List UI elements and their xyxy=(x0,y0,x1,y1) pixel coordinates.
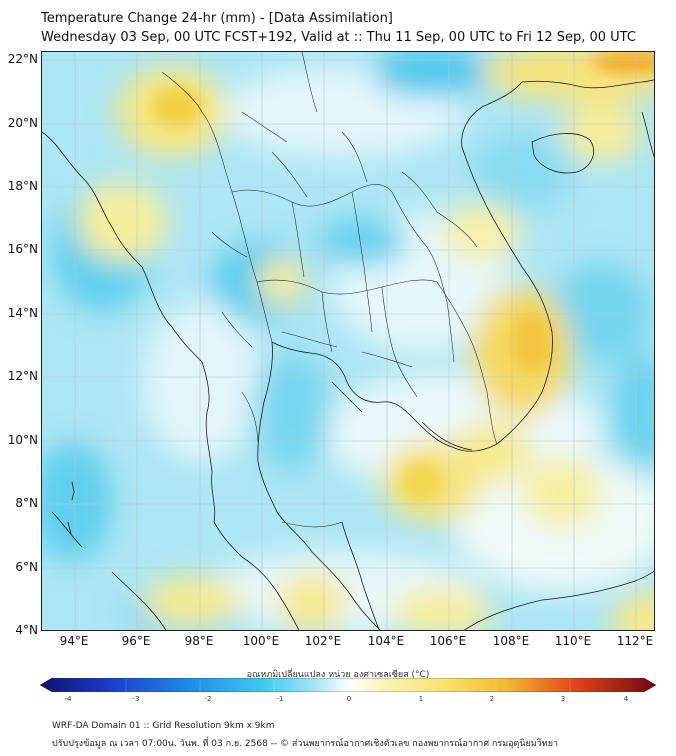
colorbar-tick: 1 xyxy=(418,695,424,703)
colorbar-tick: 2 xyxy=(489,695,495,703)
lat-label: 12°N xyxy=(7,369,38,383)
lat-label: 16°N xyxy=(7,242,38,256)
lat-label: 22°N xyxy=(7,52,38,66)
lon-label: 106°E xyxy=(429,634,467,648)
lon-label: 108°E xyxy=(492,634,530,648)
lon-label: 100°E xyxy=(242,634,280,648)
lon-label: 110°E xyxy=(554,634,592,648)
lat-label: 14°N xyxy=(7,306,38,320)
lat-label: 20°N xyxy=(7,116,38,130)
lat-label: 18°N xyxy=(7,179,38,193)
lat-label: 10°N xyxy=(7,433,38,447)
map-panel[interactable] xyxy=(41,51,655,631)
lon-label: 104°E xyxy=(367,634,405,648)
lon-label: 112°E xyxy=(616,634,654,648)
colorbar-tick: 3 xyxy=(560,695,566,703)
lon-label: 94°E xyxy=(59,634,89,648)
colorbar-tick: 4 xyxy=(623,695,629,703)
colorbar xyxy=(40,678,656,692)
colorbar-tick: -2 xyxy=(204,695,212,703)
colorbar-tick: 0 xyxy=(346,695,352,703)
colorbar-tick: -1 xyxy=(276,695,284,703)
coastlines-and-borders xyxy=(42,79,654,630)
temperature-field-map xyxy=(42,52,654,630)
lat-label: 4°N xyxy=(15,623,38,637)
footer-credit: ปรับปรุงข้อมูล ณ เวลา 07:00น. วันพ. ที่ … xyxy=(52,739,559,749)
colorbar-tick: -3 xyxy=(132,695,140,703)
map-subtitle: Wednesday 03 Sep, 00 UTC FCST+192, Valid… xyxy=(41,30,636,45)
colorbar-tick: -4 xyxy=(64,695,72,703)
admin-boundaries xyxy=(161,52,498,528)
lon-label: 98°E xyxy=(184,634,214,648)
lon-label: 102°E xyxy=(304,634,342,648)
graticule xyxy=(42,52,654,630)
footer-model-info: WRF-DA Domain 01 :: Grid Resolution 9km … xyxy=(52,721,275,731)
temperature-shading xyxy=(42,52,654,630)
lat-label: 8°N xyxy=(15,496,38,510)
colorbar-title: อุณหภูมิเปลี่ยนแปลง หน่วย องศาเซลเซียส (… xyxy=(246,670,430,680)
temperature-hotspots xyxy=(152,52,654,502)
lat-label: 6°N xyxy=(15,560,38,574)
lon-label: 96°E xyxy=(121,634,151,648)
map-title: Temperature Change 24-hr (mm) - [Data As… xyxy=(41,11,393,26)
